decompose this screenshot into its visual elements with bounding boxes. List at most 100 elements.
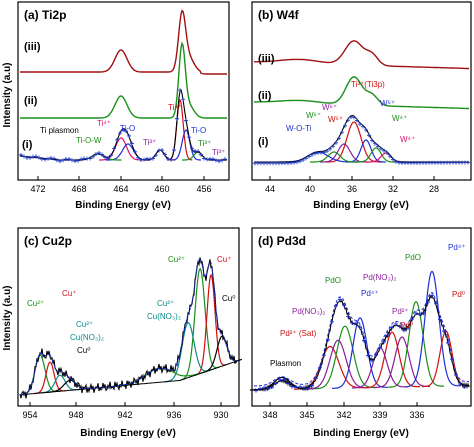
annot-a-tio-2: Ti-O bbox=[191, 126, 206, 135]
series-b-iii bbox=[254, 40, 469, 70]
xtick-label: 948 bbox=[68, 410, 83, 420]
fit-c-cu1-a bbox=[34, 361, 66, 395]
annot-b-w6-1: W⁶⁺ bbox=[322, 103, 337, 112]
series-d-point bbox=[298, 384, 302, 389]
panel-b-frame bbox=[251, 1, 472, 181]
series-a-i-point bbox=[109, 153, 113, 158]
series-d-point bbox=[258, 386, 262, 391]
series-a-i-point bbox=[91, 154, 95, 159]
series-b-i-point bbox=[376, 144, 380, 149]
panel-c: (c) Cu2p Intensity (a.u) Binding Energy … bbox=[2, 227, 243, 439]
series-b-i-point bbox=[394, 159, 398, 164]
series-b-i-point bbox=[379, 146, 383, 151]
panel-d-frame bbox=[251, 227, 472, 407]
series-b-i-point bbox=[367, 133, 371, 138]
series-d-point bbox=[442, 329, 446, 334]
series-a-i-point bbox=[142, 157, 146, 162]
series-b-i-point bbox=[388, 154, 392, 159]
series-d-point bbox=[418, 312, 422, 317]
panel-b: (b) W4f Binding Energy (eV) 44 40 36 32 28 (… bbox=[251, 1, 472, 211]
series-b-i-point bbox=[304, 156, 308, 161]
series-d-point bbox=[338, 297, 342, 302]
annot-c-cu1-1: Cu⁺ bbox=[62, 289, 76, 298]
annot-a-ti-plasmon: Ti plasmon bbox=[40, 126, 79, 135]
series-a-i-point bbox=[94, 152, 98, 157]
xtick-label: 336 bbox=[409, 410, 424, 420]
xtick-label: 345 bbox=[299, 410, 314, 420]
series-a-i-point bbox=[100, 152, 104, 157]
series-d-point bbox=[378, 345, 382, 350]
series-a-i-point bbox=[103, 155, 107, 160]
panel-d-xticks: 348 345 342 339 336 bbox=[262, 402, 425, 420]
series-a-i-point bbox=[154, 153, 158, 158]
series-d-point bbox=[462, 384, 466, 389]
series-a-i-point bbox=[46, 156, 50, 161]
series-a-i-point bbox=[184, 118, 188, 123]
annot-a-ti3-2: Ti³⁺ bbox=[198, 139, 211, 148]
series-d-point bbox=[450, 357, 454, 362]
series-a-i-point bbox=[220, 158, 224, 163]
annot-d-pdo-2: PdO bbox=[405, 253, 421, 262]
series-b-i-point bbox=[322, 150, 326, 155]
series-d-point bbox=[278, 377, 282, 382]
series-d-point bbox=[382, 339, 386, 344]
annot-b-w4-1: W⁴⁺ bbox=[392, 114, 407, 123]
xtick-label: 468 bbox=[71, 184, 86, 194]
annot-c-cu0-1: Cu⁰ bbox=[77, 346, 90, 355]
xtick-label: 40 bbox=[305, 184, 315, 194]
series-a-i-point bbox=[211, 157, 215, 162]
series-a-i-point bbox=[199, 152, 203, 157]
xtick-label: 456 bbox=[196, 184, 211, 194]
series-d-point bbox=[286, 381, 290, 386]
series-d-point bbox=[430, 293, 434, 298]
annot-a-ti3-1: Ti³⁺ bbox=[143, 138, 156, 147]
series-a-i-point bbox=[115, 137, 119, 142]
panel-b-xticks: 44 40 36 32 28 bbox=[265, 176, 439, 194]
annot-a-ti4-left: Ti⁴⁺ bbox=[97, 119, 111, 128]
annot-a-ti3-3: Ti³⁺ bbox=[212, 148, 225, 157]
series-b-i-point bbox=[334, 140, 338, 145]
xtick-label: 44 bbox=[265, 184, 275, 194]
annot-d-pd4-2: Pd⁴⁺ bbox=[448, 243, 465, 252]
panel-b-label-i: (i) bbox=[258, 136, 269, 148]
series-b-i-point bbox=[331, 144, 335, 149]
series-a-i-point bbox=[130, 141, 134, 146]
series-a-i-point bbox=[28, 155, 32, 160]
series-a-i-point bbox=[202, 156, 206, 161]
series-a-i-point bbox=[151, 156, 155, 161]
series-a-i-point bbox=[67, 156, 71, 161]
series-b-i-point bbox=[364, 127, 368, 132]
panel-d: (d) Pd3d Binding Energy (eV) 348 345 342 33… bbox=[250, 227, 472, 439]
series-a-i-point bbox=[34, 154, 38, 159]
series-d-raw bbox=[253, 294, 470, 392]
panel-d-curves bbox=[250, 270, 470, 393]
panel-c-xlabel: Binding Energy (eV) bbox=[80, 428, 176, 439]
series-b-i-point bbox=[340, 130, 344, 135]
series-d-point bbox=[274, 381, 278, 386]
series-a-i-point bbox=[58, 159, 62, 164]
series-a-i-point bbox=[190, 146, 194, 151]
annot-d-pd4-1: Pd⁴⁺ bbox=[361, 289, 378, 298]
series-a-i-point bbox=[118, 131, 122, 136]
series-d-point bbox=[370, 358, 374, 363]
series-a-i-point bbox=[55, 158, 59, 163]
panel-b-label-iii: (iii) bbox=[258, 53, 275, 65]
series-c-envelope bbox=[19, 258, 238, 396]
fit-c-cu2-b bbox=[179, 267, 221, 381]
series-b-i-point bbox=[385, 150, 389, 155]
series-a-i-point bbox=[43, 157, 47, 162]
series-a-i-point bbox=[133, 149, 137, 154]
series-b-i-point bbox=[358, 122, 362, 127]
series-a-i-point bbox=[163, 152, 167, 157]
series-d-point bbox=[314, 376, 318, 381]
series-d-point bbox=[262, 385, 266, 390]
series-a-i-point bbox=[139, 157, 143, 162]
series-a-iii bbox=[20, 9, 227, 75]
series-a-i-point bbox=[40, 157, 44, 162]
panel-b-title: (b) W4f bbox=[258, 8, 300, 22]
series-d-point bbox=[270, 385, 274, 390]
series-b-i-point bbox=[313, 151, 317, 156]
series-b-i-point bbox=[382, 148, 386, 153]
annot-c-cu0-2: Cu⁰ bbox=[222, 294, 235, 303]
series-b-i-point bbox=[352, 115, 356, 120]
